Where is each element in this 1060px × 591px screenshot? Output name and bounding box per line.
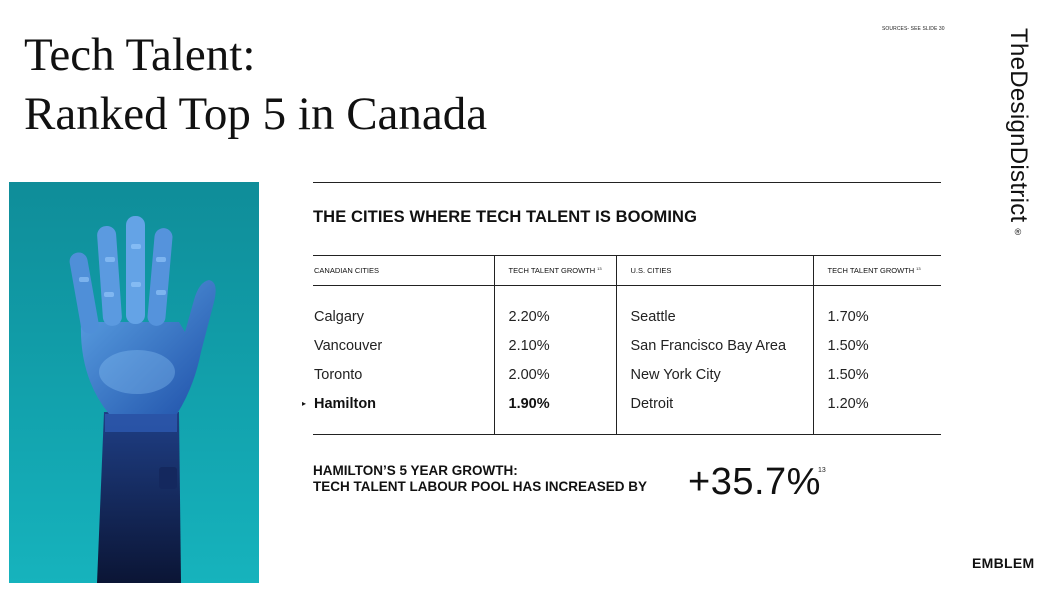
canadian-city-cell: Calgary (314, 308, 364, 325)
highlight-arrow-icon: ▸ (302, 398, 307, 408)
us-city-cell: New York City (615, 360, 813, 389)
canadian-growth-cell: 2.20% (493, 285, 616, 331)
canadian-city-cell: Toronto (314, 366, 363, 383)
canadian-growth-cell: 2.00% (493, 360, 616, 389)
callout-line-2: TECH TALENT LABOUR POOL HAS INCREASED BY (313, 479, 648, 494)
footnote-ref: 13 (597, 266, 602, 271)
us-city-cell: Seattle (615, 285, 813, 331)
section-heading: THE CITIES WHERE TECH TALENT IS BOOMING (313, 208, 698, 226)
brand-wordmark: TheDesignDistrict ® (1004, 28, 1032, 237)
slide-title-line-1: Tech Talent: (24, 29, 256, 81)
table-row-highlighted: ▸ Hamilton 1.90% Detroit 1.20% (302, 389, 941, 435)
table-row: Toronto 2.00% New York City 1.50% (313, 360, 941, 389)
robotic-hand-icon (69, 216, 216, 583)
canadian-city-cell: ▸ Hamilton (302, 389, 494, 435)
table-header-row: CANADIAN CITIES TECH TALENT GROWTH 13 U.S… (313, 255, 941, 286)
us-growth-cell: 1.50% (812, 331, 941, 360)
canadian-growth-cell: 1.90% (493, 389, 616, 435)
table-row: Vancouver 2.10% San Francisco Bay Area 1… (313, 331, 941, 360)
header-canadian-growth: TECH TALENT GROWTH 13 (493, 255, 616, 286)
canadian-growth-cell: 2.10% (493, 331, 616, 360)
highlighted-city-label: Hamilton (314, 395, 377, 412)
brand-wordmark-text: TheDesignDistrict (1005, 28, 1032, 223)
us-growth-cell: 1.50% (812, 360, 941, 389)
growth-callout: HAMILTON’S 5 YEAR GROWTH: TECH TALENT LA… (313, 463, 647, 495)
us-city-cell: Detroit (615, 389, 813, 435)
slide-title-line-2: Ranked Top 5 in Canada (24, 88, 488, 140)
robotic-hand-photo (9, 182, 259, 583)
registered-mark: ® (1013, 226, 1023, 237)
header-canadian-cities: CANADIAN CITIES (313, 255, 494, 286)
sources-note: SOURCES- SEE SLIDE 30 (882, 26, 945, 32)
cities-table: CANADIAN CITIES TECH TALENT GROWTH 13 U.S… (302, 255, 941, 435)
section-top-rule (313, 182, 941, 183)
table-row: Calgary 2.20% Seattle 1.70% (313, 285, 941, 331)
canadian-city-cell: Vancouver (314, 337, 383, 354)
footnote-ref: 13 (818, 467, 826, 474)
slide-title: Tech Talent: Ranked Top 5 in Canada (24, 26, 487, 144)
growth-figure: +35.7% (688, 461, 821, 503)
footnote-ref: 13 (916, 266, 921, 271)
header-us-growth: TECH TALENT GROWTH 13 (812, 255, 941, 286)
us-growth-cell: 1.70% (812, 285, 941, 331)
us-city-cell: San Francisco Bay Area (615, 331, 813, 360)
us-growth-cell: 1.20% (812, 389, 941, 435)
emblem-logo: EMBLEM (972, 555, 1035, 571)
callout-line-1: HAMILTON’S 5 YEAR GROWTH: (313, 463, 518, 478)
header-us-cities: U.S. CITIES (615, 255, 813, 286)
